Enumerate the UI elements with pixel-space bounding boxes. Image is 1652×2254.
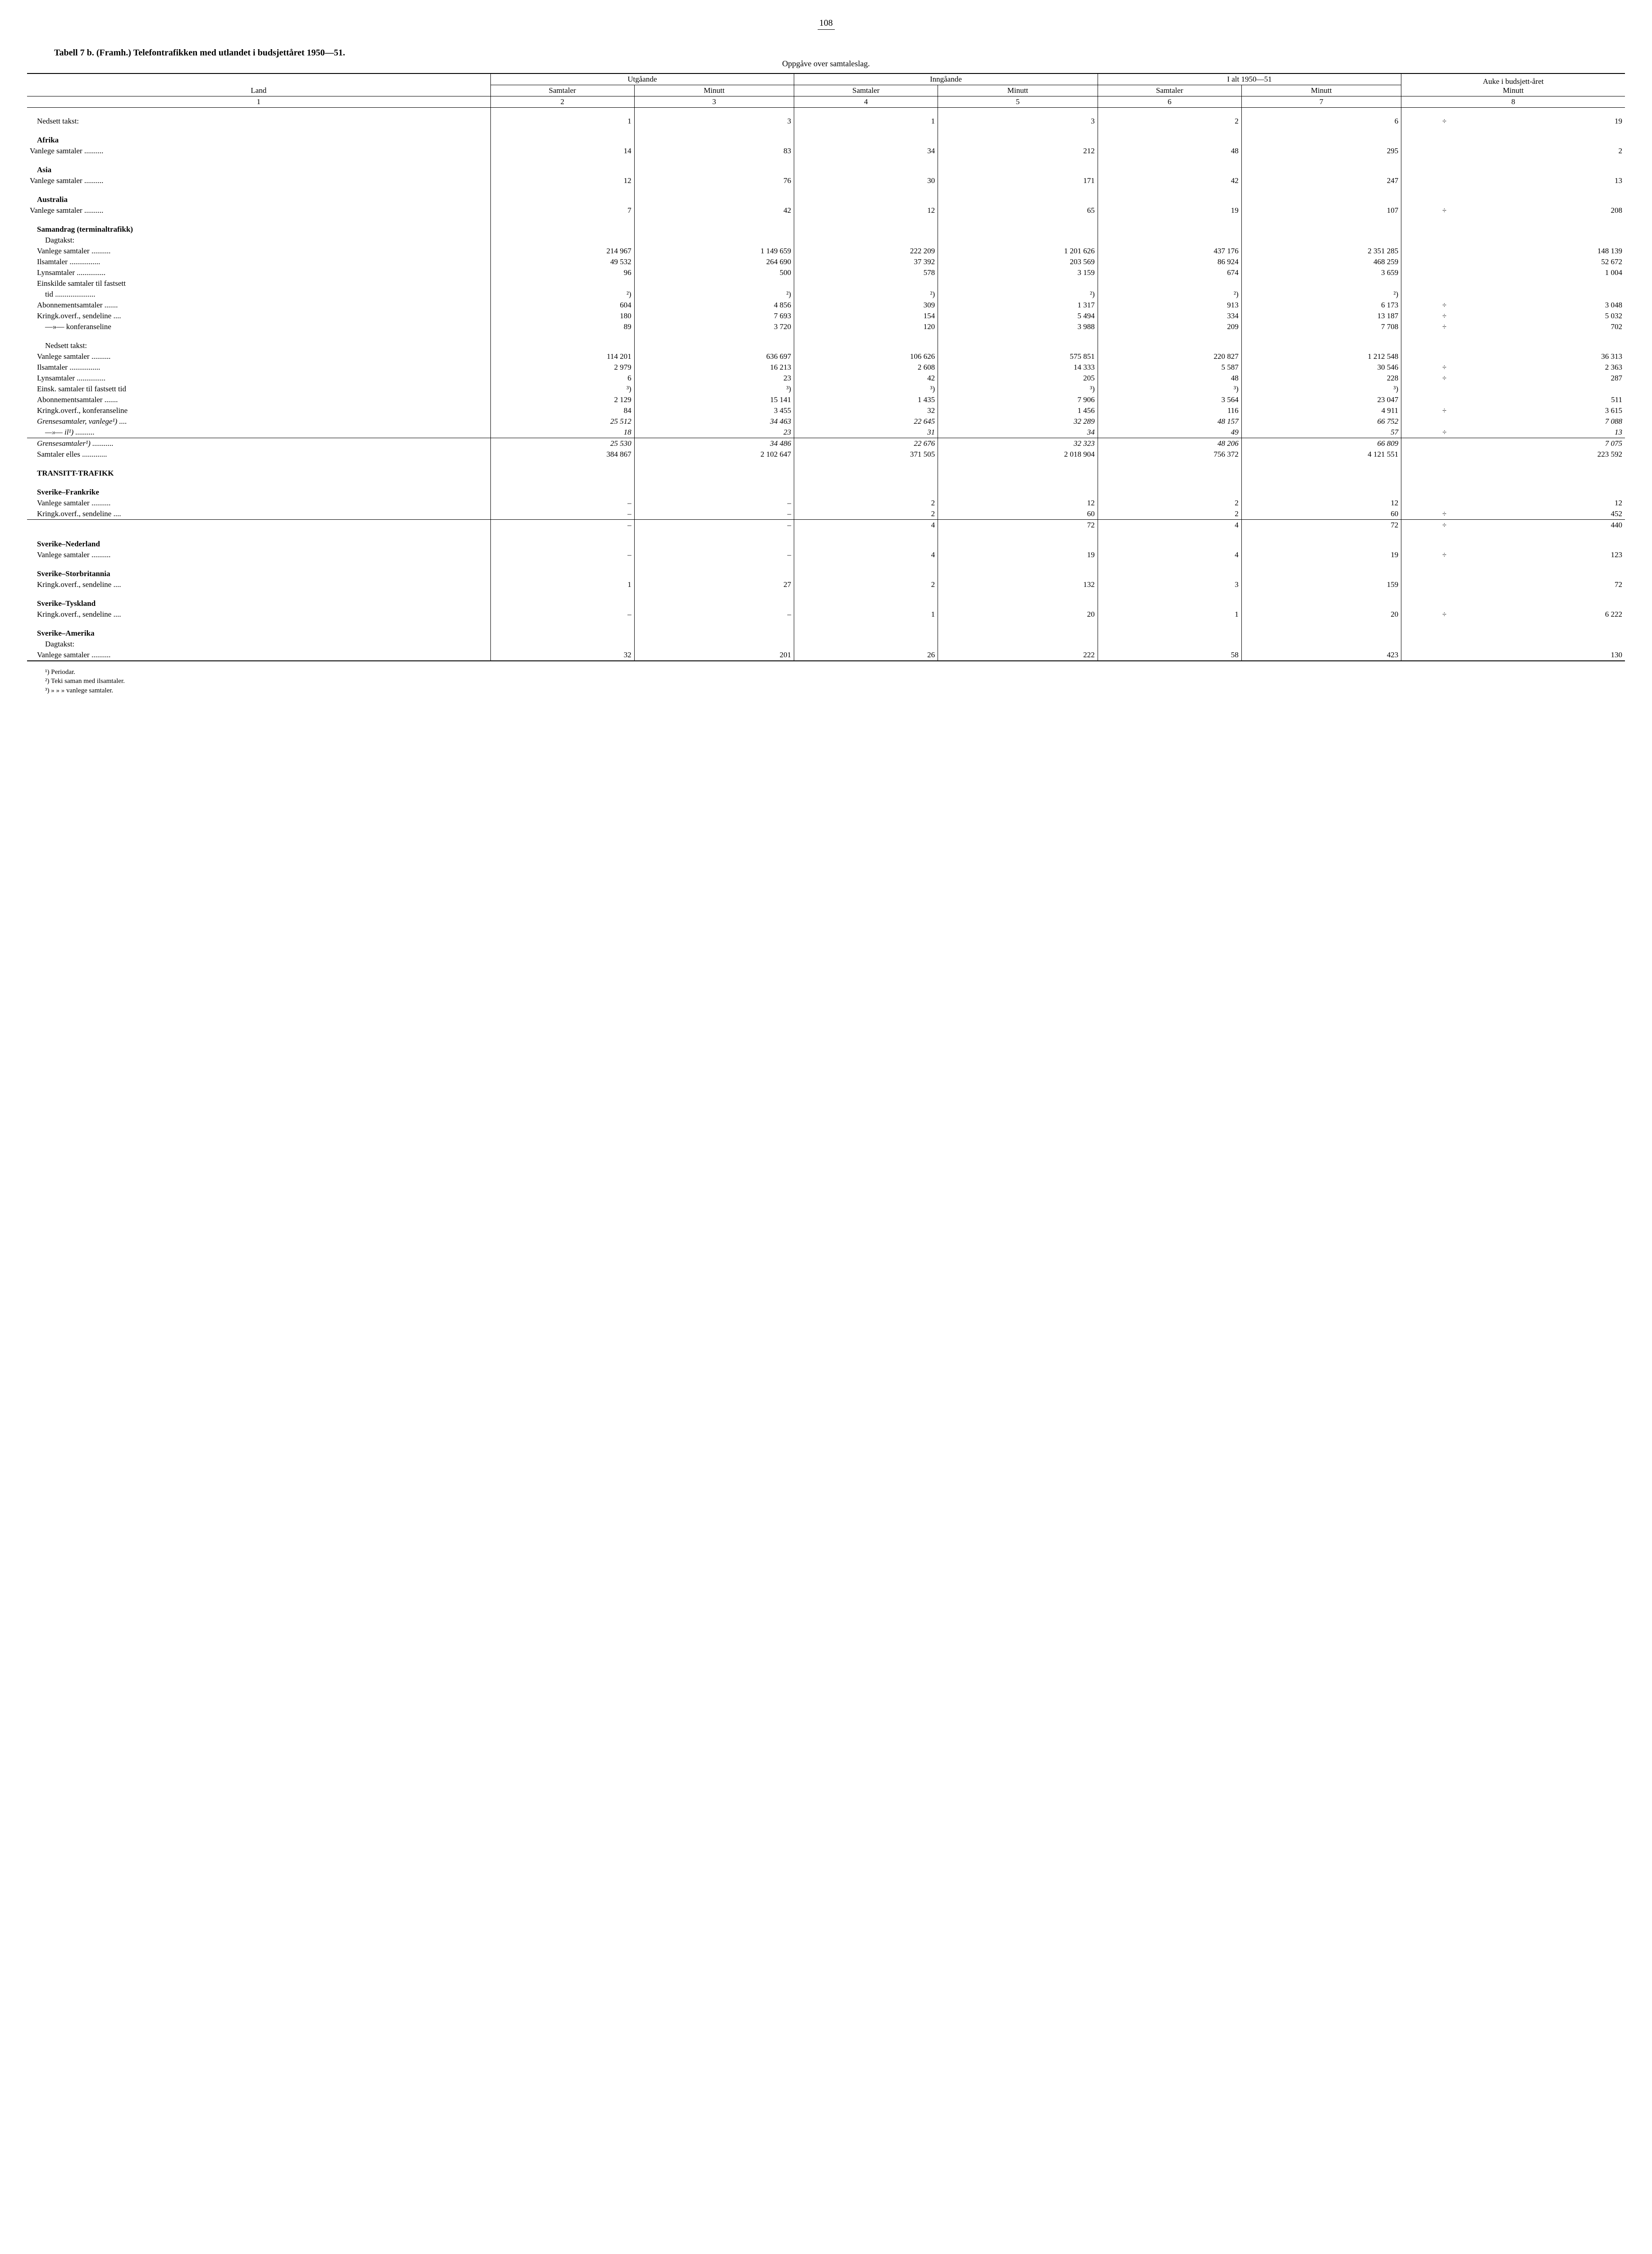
col-8: 8: [1401, 96, 1625, 108]
section-header: Samandrag (terminaltrafikk): [27, 224, 1625, 235]
section-header: TRANSITT-TRAFIKK: [27, 468, 1625, 479]
section-header: Asia: [27, 165, 1625, 175]
hdr-land: Land: [27, 73, 490, 96]
table-row: Kringk.overf., sendeline ....1807 693154…: [27, 311, 1625, 321]
hdr-inngaande: Inngåande: [794, 73, 1098, 85]
table-row: Vanlege samtaler ..........––419419÷123: [27, 550, 1625, 560]
table-row: Nedsett takst: 13 13 26 ÷19: [27, 116, 1625, 127]
table-subtitle: Oppgåve over samtaleslag.: [27, 59, 1625, 69]
table-row: Einsk. samtaler til fastsett tid³)³)³)³)…: [27, 384, 1625, 394]
col-4: 4: [794, 96, 938, 108]
hdr-minutt: Minutt: [1241, 85, 1401, 96]
table-row: Kringk.overf., sendeline ....––260260÷45…: [27, 509, 1625, 520]
table-row: Kringk.overf., konferanseline843 455321 …: [27, 405, 1625, 416]
hdr-samtaler: Samtaler: [490, 85, 634, 96]
table-row: Kringk.overf., sendeline ....12721323159…: [27, 579, 1625, 590]
hdr-ialt: I alt 1950—51: [1098, 73, 1401, 85]
table-row: Abonnementsamtaler .......2 12915 1411 4…: [27, 394, 1625, 405]
col-1: 1: [27, 96, 490, 108]
hdr-utgaande: Utgåande: [490, 73, 794, 85]
table-row: Lynsamtaler ...............6234220548228…: [27, 373, 1625, 384]
table-row: Lynsamtaler ...............965005783 159…: [27, 267, 1625, 278]
section-header: Sverike–Amerika: [27, 628, 1625, 639]
table-row: Vanlege samtaler .......... 742 1265 191…: [27, 205, 1625, 216]
table-row: Ilsamtaler ................2 97916 2132 …: [27, 362, 1625, 373]
hdr-minutt: Minutt: [938, 85, 1098, 96]
hdr-auke: Auke i budsjett-åretMinutt: [1401, 73, 1625, 96]
table-row: Grensesamtaler¹) ...........25 53034 486…: [27, 438, 1625, 449]
section-header: Nedsett takst:: [27, 340, 1625, 351]
section-header: Dagtakst:: [27, 235, 1625, 246]
table-row: Vanlege samtaler ..........––21221212: [27, 498, 1625, 509]
table-row: Kringk.overf., sendeline ....––120120÷6 …: [27, 609, 1625, 620]
page-number: 108: [818, 18, 835, 30]
table-title: Tabell 7 b. (Framh.) Telefontrafikken me…: [27, 48, 1625, 58]
section-header: Sverike–Tyskland: [27, 598, 1625, 609]
table-row: Ilsamtaler ................49 532264 690…: [27, 257, 1625, 267]
col-6: 6: [1098, 96, 1241, 108]
table-row: tid .....................²)²)²)²)²)²): [27, 289, 1625, 300]
col-5: 5: [938, 96, 1098, 108]
table-row: Einskilde samtaler til fastsett: [27, 278, 1625, 289]
table-row: —»— il¹) ..........182331344957÷13: [27, 427, 1625, 438]
table-row: ––472472÷440: [27, 520, 1625, 531]
col-2: 2: [490, 96, 634, 108]
section-header: Afrika: [27, 135, 1625, 146]
table-row: Grensesamtaler, vanlege¹) ....25 51234 4…: [27, 416, 1625, 427]
section-header: Sverike–Frankrike: [27, 487, 1625, 498]
table-row: Samtaler elles .............384 8672 102…: [27, 449, 1625, 460]
table-row: Vanlege samtaler ..........114 201636 69…: [27, 351, 1625, 362]
footnote-2: ²) Teki saman med ilsamtaler.: [45, 677, 1625, 686]
section-header: Australia: [27, 194, 1625, 205]
hdr-minutt: Minutt: [634, 85, 794, 96]
footnote-3: ³) » » » vanlege samtaler.: [45, 686, 1625, 695]
table-row: —»— konferanseline893 7201203 9882097 70…: [27, 321, 1625, 332]
footnote-1: ¹) Periodar.: [45, 668, 1625, 677]
table-row: Vanlege samtaler .......... 1276 30171 4…: [27, 175, 1625, 186]
table-row: Vanlege samtaler .......... 1483 34212 4…: [27, 146, 1625, 156]
col-3: 3: [634, 96, 794, 108]
col-7: 7: [1241, 96, 1401, 108]
data-table: Land Utgåande Inngåande I alt 1950—51 Au…: [27, 73, 1625, 661]
table-row: Abonnementsamtaler .......6044 8563091 3…: [27, 300, 1625, 311]
table-row: Vanlege samtaler ..........3220126222584…: [27, 650, 1625, 661]
hdr-samtaler: Samtaler: [794, 85, 938, 96]
footnotes: ¹) Periodar. ²) Teki saman med ilsamtale…: [27, 668, 1625, 695]
table-row: Vanlege samtaler ..........214 9671 149 …: [27, 246, 1625, 257]
section-header: Dagtakst:: [27, 639, 1625, 650]
section-header: Sverike–Nederland: [27, 539, 1625, 550]
section-header: Sverike–Storbritannia: [27, 568, 1625, 579]
hdr-samtaler: Samtaler: [1098, 85, 1241, 96]
